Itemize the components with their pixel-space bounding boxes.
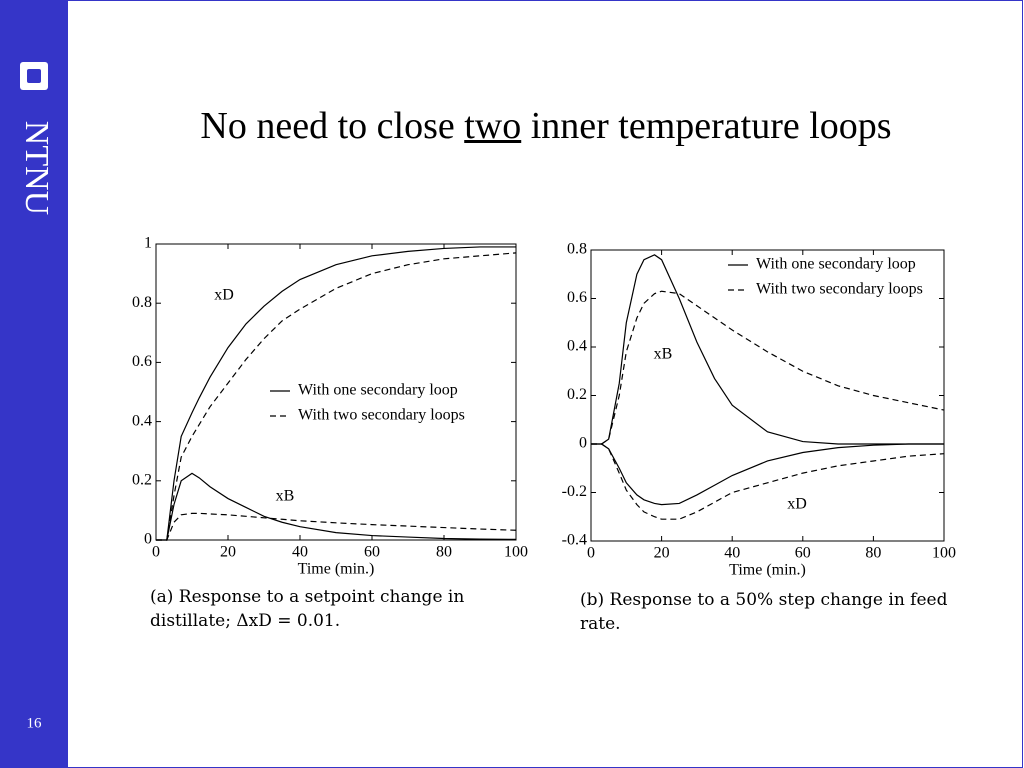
x-tick-label: 0 (587, 545, 595, 562)
x-tick-label: 60 (364, 544, 380, 561)
y-tick-label: 0.4 (567, 338, 587, 355)
chart-caption: (b) Response to a 50% step change in fee… (580, 590, 948, 634)
plot-frame (590, 249, 945, 542)
legend-label: With two secondary loops (756, 281, 923, 298)
x-tick-label: 80 (436, 544, 452, 561)
plot-frame (155, 243, 517, 541)
curve-label: xB (276, 488, 295, 505)
y-tick-label: 0.4 (132, 412, 152, 429)
series-line (591, 443, 944, 506)
curve-label: xD (214, 287, 234, 304)
curve-label: xB (654, 346, 673, 363)
series-line (156, 512, 517, 541)
series-line (156, 472, 517, 541)
y-tick-label: 0.2 (132, 471, 152, 488)
y-tick-label: 0.2 (567, 386, 587, 403)
legend-label: With one secondary loop (756, 256, 916, 273)
x-tick-label: 0 (152, 544, 160, 561)
y-tick-label: -0.4 (562, 532, 587, 549)
side-bar (0, 0, 68, 768)
y-tick-label: 1 (144, 235, 152, 252)
x-tick-label: 40 (292, 544, 308, 561)
logo-text: NTNU (18, 121, 55, 215)
y-tick-label: 0.8 (132, 294, 152, 311)
slide-title: No need to close two inner temperature l… (68, 104, 1024, 148)
page-number: 16 (27, 715, 43, 731)
series-line (591, 254, 944, 445)
x-tick-label: 20 (220, 544, 236, 561)
title-text: inner temperature loops (530, 105, 892, 147)
logo-inner (27, 69, 41, 83)
x-tick-label: 20 (654, 545, 670, 562)
y-tick-label: 0.6 (132, 353, 152, 370)
x-tick-label: 80 (865, 545, 881, 562)
series-line (591, 443, 945, 520)
y-tick-label: -0.2 (562, 483, 587, 500)
y-tick-label: 0.8 (567, 241, 587, 258)
x-axis-label: Time (min.) (729, 562, 806, 579)
x-tick-label: 100 (932, 545, 956, 562)
legend-label: With one secondary loop (298, 382, 458, 399)
x-tick-label: 100 (504, 544, 528, 561)
x-axis-label: Time (min.) (298, 561, 375, 578)
y-tick-label: 0.6 (567, 289, 587, 306)
series-line (591, 290, 945, 445)
x-tick-label: 60 (795, 545, 811, 562)
y-tick-label: 0 (144, 531, 152, 548)
series-line (156, 252, 517, 541)
legend-label: With two secondary loops (298, 407, 465, 424)
title-underlined: two (464, 105, 522, 147)
x-tick-label: 40 (724, 545, 740, 562)
title-text: No need to close (200, 105, 455, 147)
series-line (156, 246, 516, 541)
curve-label: xD (787, 496, 807, 513)
chart-caption: (a) Response to a setpoint change in dis… (150, 587, 465, 631)
y-tick-label: 0 (579, 435, 587, 452)
